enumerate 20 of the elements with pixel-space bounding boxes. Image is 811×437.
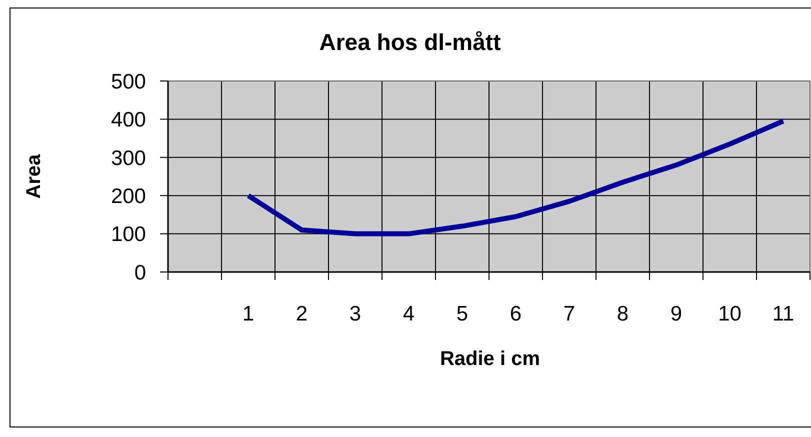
x-tick-label: 9 bbox=[670, 302, 682, 326]
y-tick-label: 100 bbox=[110, 223, 146, 246]
y-tick-label: 500 bbox=[110, 70, 146, 94]
x-tick-label: 11 bbox=[772, 302, 794, 326]
x-tick-label: 8 bbox=[616, 302, 629, 326]
chart-title: Area hos dl-mått bbox=[319, 29, 502, 55]
x-axis-title: Radie i cm bbox=[440, 348, 540, 370]
x-tick-label: 4 bbox=[402, 302, 415, 326]
y-tick-label: 0 bbox=[134, 261, 146, 284]
y-axis-title: Area bbox=[23, 153, 45, 199]
x-tick-label: 1 bbox=[242, 302, 254, 326]
y-tick-label: 400 bbox=[110, 108, 146, 132]
x-tick-label: 2 bbox=[296, 302, 308, 326]
x-tick-label: 6 bbox=[510, 302, 522, 326]
x-tick-label: 5 bbox=[456, 302, 468, 326]
y-tick-label: 300 bbox=[110, 146, 146, 170]
x-tick-label: 3 bbox=[349, 302, 362, 326]
x-tick-label: 10 bbox=[718, 302, 742, 326]
x-tick-label: 7 bbox=[563, 302, 576, 326]
y-tick-label: 200 bbox=[110, 184, 146, 208]
